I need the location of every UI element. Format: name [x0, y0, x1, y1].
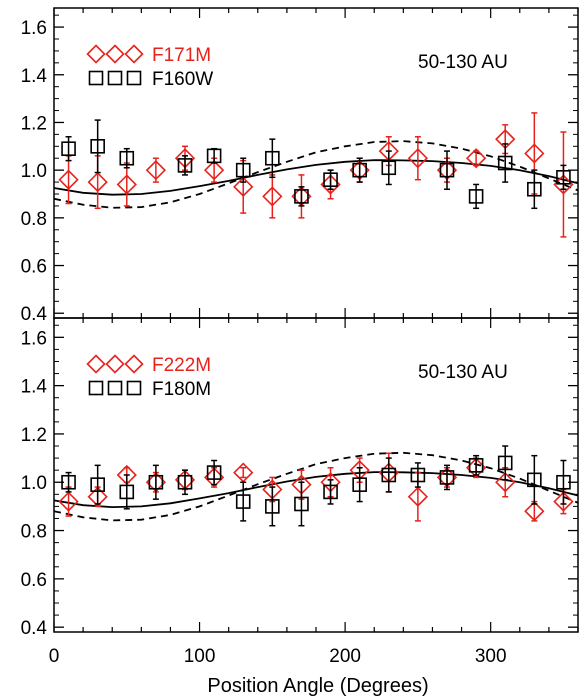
bottom-y-tick-label: 1.6 — [21, 328, 47, 349]
legend-f171m-marker — [105, 44, 125, 64]
bottom-y-tick-label: 1.0 — [21, 473, 47, 494]
f160w-point — [235, 162, 251, 178]
legend-f222m-marker — [124, 354, 144, 374]
f180m-point — [61, 474, 76, 490]
bottom-y-tick-label: 1.4 — [21, 377, 48, 398]
f171m-point — [524, 143, 545, 164]
f222m-point — [58, 491, 79, 512]
f180m-point — [527, 472, 542, 488]
f171m-point — [407, 148, 429, 169]
bottom-x-tick-label: 300 — [475, 646, 507, 667]
legend-f222m-marker — [86, 354, 106, 374]
f160w-point — [294, 189, 309, 204]
f180m-point — [119, 484, 135, 500]
f171m-point — [262, 186, 283, 207]
f160w-point — [497, 155, 513, 171]
f171m-point — [145, 160, 167, 181]
bottom-model-dashed-line — [53, 451, 579, 522]
bottom-model-solid-line — [53, 471, 579, 509]
bottom-y-tick-label: 0.8 — [21, 522, 47, 543]
f180m-point — [90, 477, 105, 492]
f160w-point — [439, 162, 455, 178]
legend-f180m-marker — [126, 380, 142, 396]
f222m-point — [553, 491, 574, 512]
f180m-point — [439, 470, 455, 485]
f222m-point — [87, 486, 108, 507]
f180m-point — [556, 474, 571, 490]
f160w-point — [177, 158, 193, 173]
f222m-point — [524, 501, 545, 522]
f160w-point — [206, 148, 222, 164]
f180m-point — [323, 484, 338, 500]
bottom-plot-frame — [53, 317, 579, 633]
f180m-point — [294, 496, 309, 512]
f160w-point — [468, 189, 484, 204]
f180m-point — [148, 474, 164, 490]
f180m-point — [410, 467, 426, 483]
top-range-annotation: 50-130 AU — [418, 52, 508, 73]
legend-f160w-label: F160W — [152, 69, 213, 90]
top-y-tick-label: 0.4 — [21, 304, 48, 325]
f180m-point — [497, 455, 513, 471]
top-model-dashed-line — [53, 140, 579, 209]
f160w-point — [119, 150, 135, 166]
f180m-point — [468, 458, 484, 473]
legend-f171m-label: F171M — [152, 45, 211, 66]
top-model-solid-line — [53, 159, 579, 196]
bottom-y-tick-label: 1.2 — [21, 425, 47, 446]
f171m-point — [203, 160, 225, 181]
f171m-point — [58, 169, 79, 190]
top-y-tick-label: 0.8 — [21, 209, 47, 230]
bottom-panel: 0.4 0.6 0.8 1.0 1.2 1.4 1.6 0 100 200 300 F222M F180… — [21, 317, 579, 667]
bottom-y-tick-label: 0.4 — [21, 618, 48, 639]
f222m-point — [407, 486, 429, 507]
legend-f160w-marker — [107, 70, 123, 86]
f180m-point — [265, 499, 280, 514]
legend-f171m-marker — [124, 44, 144, 64]
top-panel: 0.4 0.6 0.8 1.0 1.2 1.4 1.6 F171M F160W 50-130 AU — [21, 7, 579, 325]
f160w-point — [381, 160, 397, 176]
bottom-x-tick-label: 200 — [329, 646, 361, 667]
x-axis-title: Position Angle (Degrees) — [207, 675, 428, 697]
f222m-point — [495, 472, 516, 493]
f160w-point — [352, 162, 367, 178]
f171m-point — [465, 148, 487, 169]
f180m-point — [206, 465, 222, 480]
f171m-point — [116, 174, 137, 195]
f180m-point — [235, 494, 251, 509]
f160w-point — [527, 181, 542, 197]
legend-f180m-marker — [107, 380, 123, 396]
legend-f160w-marker — [88, 70, 104, 86]
top-y-tick-label: 1.6 — [21, 18, 47, 39]
f160w-point — [556, 170, 571, 185]
legend-f160w-marker — [126, 70, 142, 86]
f171m-point — [233, 176, 254, 197]
bottom-y-tick-label: 0.6 — [21, 570, 47, 591]
top-y-tick-label: 1.4 — [21, 66, 48, 87]
bottom-range-annotation: 50-130 AU — [418, 362, 508, 383]
top-y-tick-label: 0.6 — [21, 257, 47, 278]
f160w-point — [265, 150, 280, 166]
f171m-point — [87, 171, 108, 193]
f160w-point — [61, 141, 76, 156]
f180m-point — [177, 474, 193, 490]
bottom-x-tick-label: 100 — [184, 646, 216, 667]
legend-f180m-marker — [88, 380, 104, 396]
f180m-point — [381, 467, 397, 483]
top-y-tick-label: 1.2 — [21, 113, 47, 134]
legend-f222m-marker — [105, 354, 125, 374]
top-y-tick-label: 1.0 — [21, 161, 47, 182]
legend-f171m-marker — [86, 44, 106, 64]
f160w-point — [323, 172, 338, 187]
bottom-x-tick-label: 0 — [49, 646, 60, 667]
legend-f222m-label: F222M — [152, 355, 211, 376]
legend-f180m-label: F180M — [152, 379, 211, 400]
f180m-point — [352, 477, 367, 492]
f160w-point — [90, 139, 105, 154]
